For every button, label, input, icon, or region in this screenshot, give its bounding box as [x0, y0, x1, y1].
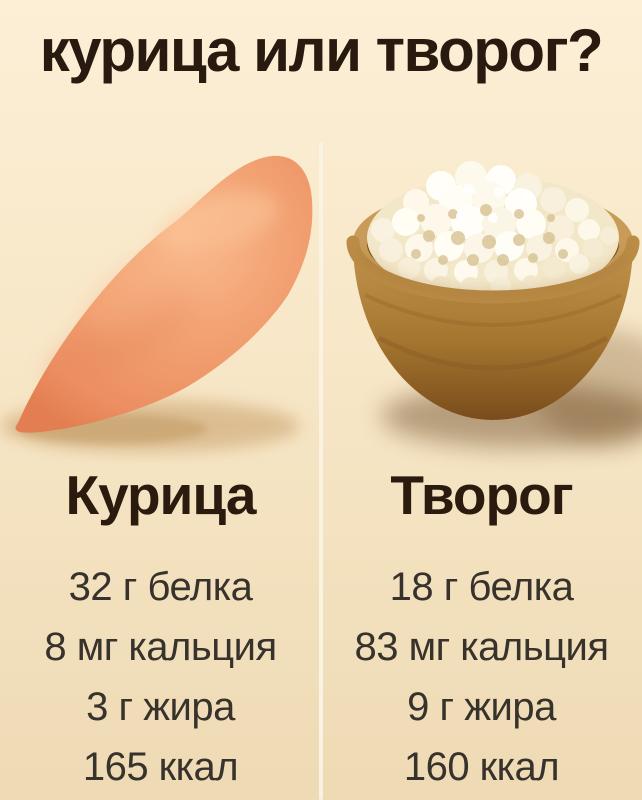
stat-fat: 9 г жира — [407, 685, 556, 729]
chicken-heading: Курица — [65, 464, 257, 526]
page-title: курица или творог? — [39, 17, 604, 84]
cottage-cheese-photo-panel — [321, 130, 642, 475]
stat-calories: 165 ккал — [82, 745, 239, 789]
stat-calcium: 83 мг кальция — [354, 625, 609, 669]
chicken-breast-photo — [0, 155, 313, 452]
chicken-column: Курица 32 г белка 8 мг кальция 3 г жира … — [0, 455, 321, 797]
stat-calcium: 8 мг кальция — [44, 625, 277, 669]
cottage-cheese-bowl-photo — [346, 161, 642, 448]
column-divider — [319, 142, 323, 800]
cottage-cheese-heading: Творог — [390, 464, 573, 526]
stat-protein: 18 г белка — [389, 565, 574, 609]
comparison-columns: Курица 32 г белка 8 мг кальция 3 г жира … — [0, 455, 642, 797]
stat-fat: 3 г жира — [86, 685, 235, 729]
cottage-cheese-column: Творог 18 г белка 83 мг кальция 9 г жира… — [321, 455, 642, 797]
stat-protein: 32 г белка — [68, 565, 253, 609]
stat-calories: 160 ккал — [403, 745, 560, 789]
chicken-photo-panel — [0, 130, 321, 465]
